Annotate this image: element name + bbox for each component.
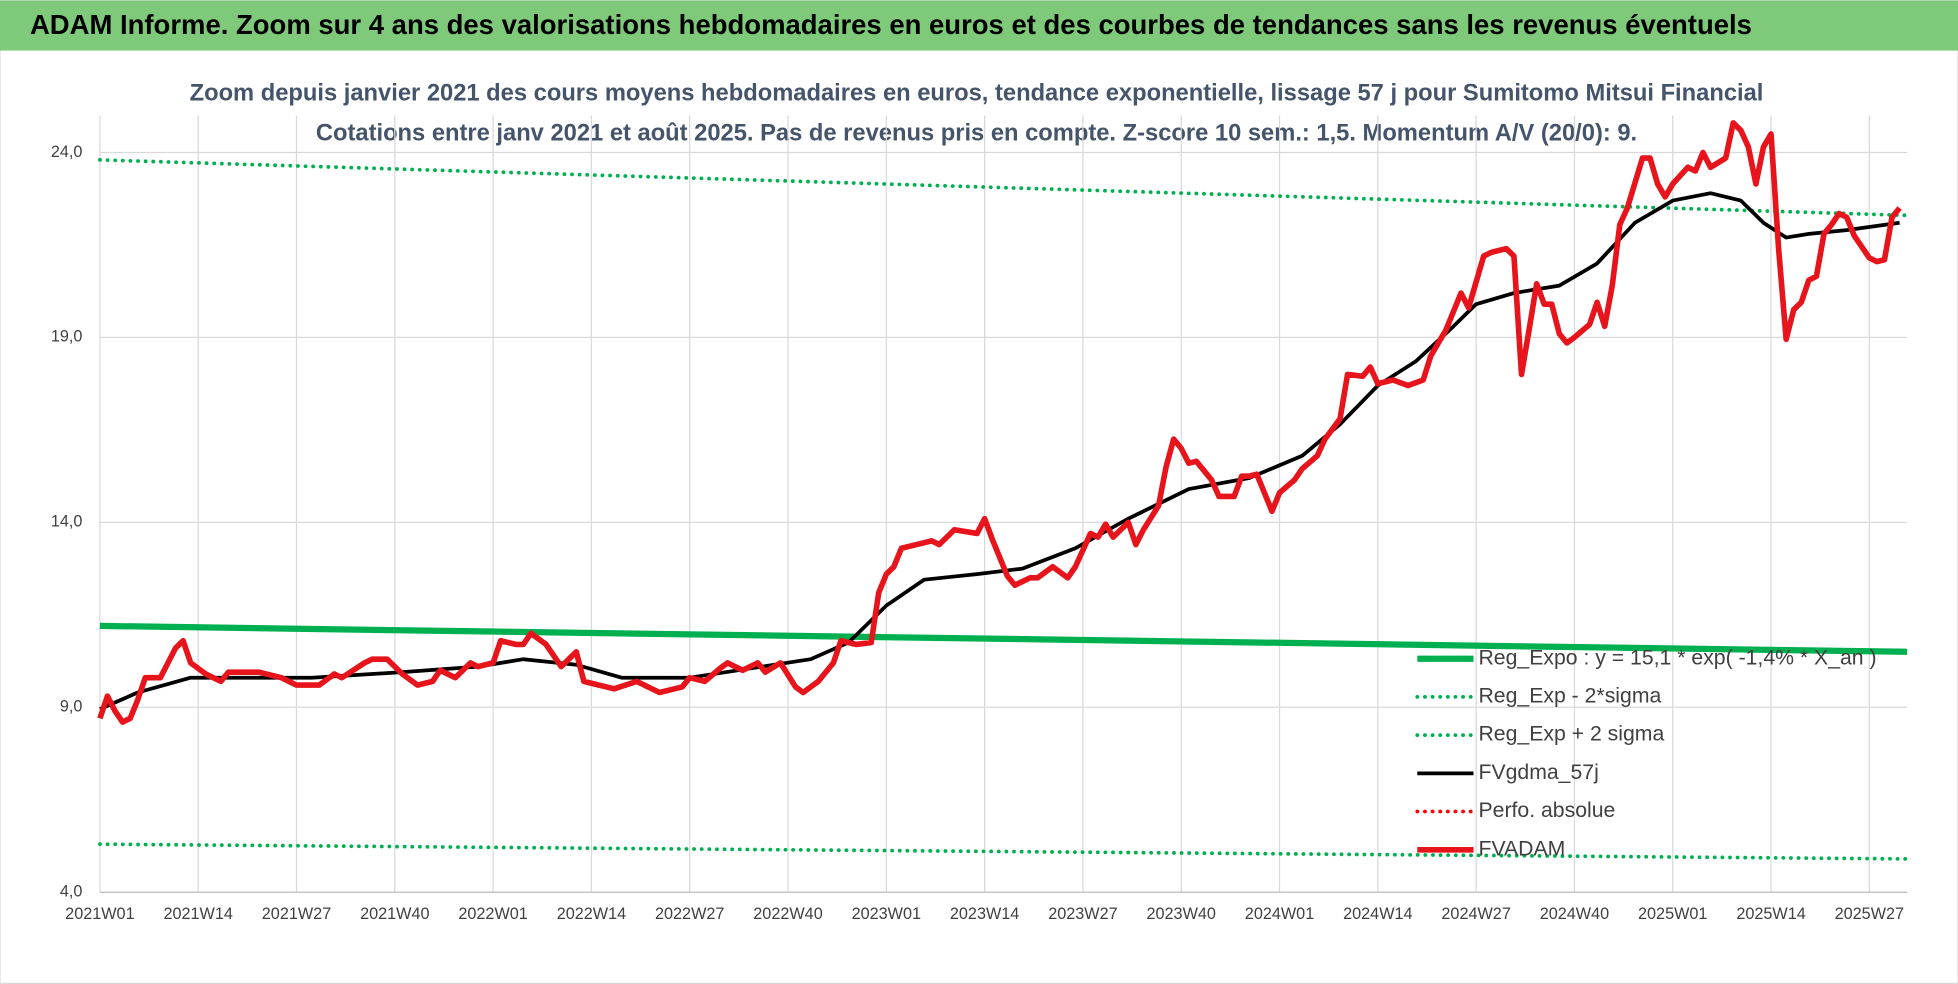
x-tick-label: 2023W01 xyxy=(852,905,921,923)
x-tick-label: 2025W14 xyxy=(1736,905,1805,923)
grid: 4,0 9,0 14,0 19,0 24,0 2021W01 2021W14 2021W27 2… xyxy=(51,115,1908,923)
legend-label: Perfo. absolue xyxy=(1478,799,1615,822)
x-tick-label: 2024W01 xyxy=(1245,905,1314,923)
x-tick-label: 2022W14 xyxy=(557,905,626,923)
x-tick-label: 2022W01 xyxy=(458,905,527,923)
x-tick-label: 2022W40 xyxy=(753,905,822,923)
y-tick-label: 14,0 xyxy=(51,513,83,531)
legend-label: Reg_Exp + 2 sigma xyxy=(1478,723,1664,746)
x-tick-label: 2023W14 xyxy=(950,905,1019,923)
x-tick-label: 2023W40 xyxy=(1147,905,1216,923)
legend-label: Reg_Expo : y = 15,1 * exp( -1,4% * X_an … xyxy=(1478,646,1876,669)
header-title: ADAM Informe. Zoom sur 4 ans des valoris… xyxy=(30,9,1752,40)
x-tick-label: 2021W27 xyxy=(262,905,331,923)
x-tick-label: 2024W14 xyxy=(1343,905,1412,923)
x-tick-label: 2024W40 xyxy=(1540,905,1609,923)
chart-subtitle: Cotations entre janv 2021 et août 2025. … xyxy=(316,121,1637,147)
x-tick-label: 2021W40 xyxy=(360,905,429,923)
y-tick-label: 19,0 xyxy=(51,328,83,346)
x-tick-label: 2025W27 xyxy=(1835,905,1904,923)
legend-label: FVgdma_57j xyxy=(1478,761,1598,784)
x-tick-label: 2025W01 xyxy=(1638,905,1707,923)
y-tick-label: 4,0 xyxy=(60,882,83,900)
x-tick-label: 2021W14 xyxy=(163,905,232,923)
x-tick-label: 2021W01 xyxy=(65,905,134,923)
series-line xyxy=(99,622,1908,655)
y-tick-label: 9,0 xyxy=(60,698,83,716)
series-line xyxy=(97,120,1902,725)
chart-title: Zoom depuis janvier 2021 des cours moyen… xyxy=(190,81,1764,107)
legend-label: FVADAM xyxy=(1478,837,1565,860)
y-tick-label: 24,0 xyxy=(51,143,83,161)
legend-label: Reg_Exp - 2*sigma xyxy=(1478,685,1661,708)
x-tick-label: 2022W27 xyxy=(655,905,724,923)
x-tick-label: 2024W27 xyxy=(1441,905,1510,923)
header-banner xyxy=(0,0,1958,51)
plot xyxy=(97,120,1910,861)
series-line xyxy=(98,158,1910,218)
x-tick-label: 2023W27 xyxy=(1048,905,1117,923)
series-line xyxy=(99,191,1900,711)
legend: Reg_Expo : y = 15,1 * exp( -1,4% * X_an … xyxy=(1415,646,1877,860)
